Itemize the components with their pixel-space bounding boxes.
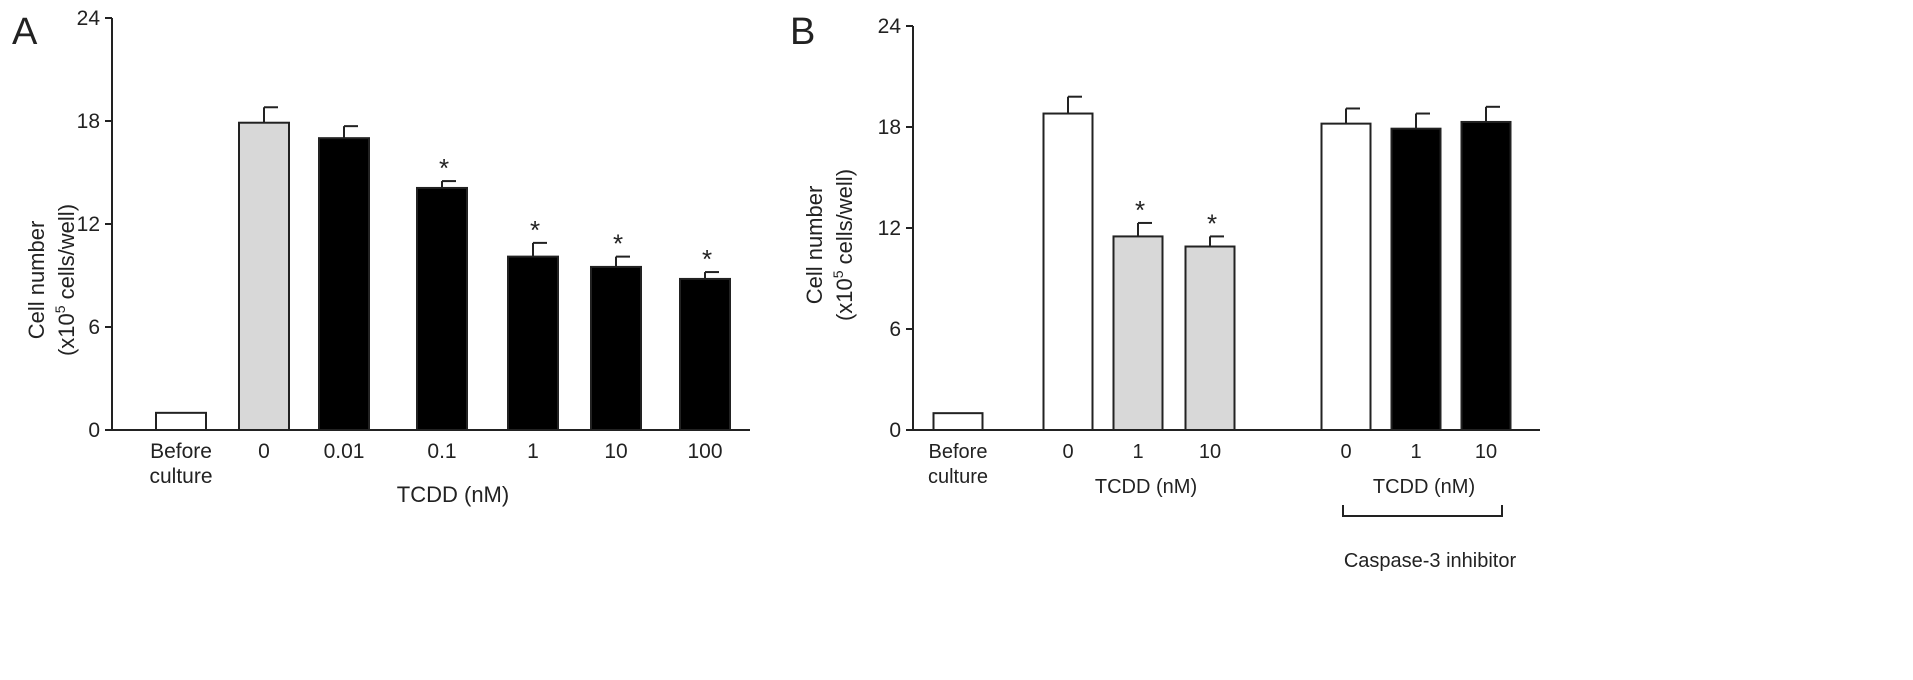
b-y-tick-label: 24 — [878, 15, 902, 38]
a-y-tick-label: 6 — [88, 316, 100, 339]
panel-a: A Cell number (x105 cells/well) 0 6 12 18 24… — [12, 7, 750, 507]
b-x-tick-label: 0 — [1062, 441, 1073, 463]
b-x-tick-label: 0 — [1340, 441, 1351, 463]
b-bar — [1184, 245, 1236, 431]
panel-b-y-title-line2: (x105 cells/well) — [830, 169, 857, 321]
panel-a-x-axis-title: TCDD (nM) — [397, 482, 509, 507]
a-y-tick-label: 24 — [77, 7, 101, 30]
a-x-tick-label: culture — [149, 465, 212, 488]
a-bar — [590, 265, 642, 431]
b-x-tick-label: culture — [928, 466, 988, 488]
a-x-tick-label: 0.01 — [324, 440, 365, 463]
panel-b-group-label-tcdd-inhibitor: TCDD (nM) — [1373, 476, 1475, 498]
b-bar — [1112, 235, 1164, 431]
b-y-tick-label: 18 — [878, 116, 901, 139]
a-x-tick-label: 0.1 — [427, 440, 456, 463]
panel-b-label: B — [790, 11, 815, 53]
b-bar — [1320, 122, 1372, 431]
panel-b-bars: * * — [932, 95, 1512, 432]
panel-b: B Cell number (x105 cells/well) 0 6 12 18 24… — [790, 11, 1540, 572]
panel-a-y-axis-title: Cell number (x105 cells/well) — [24, 204, 79, 356]
panel-b-y-ticks: 0 6 12 18 24 — [878, 15, 913, 442]
b-bar — [932, 412, 984, 431]
a-bar — [238, 121, 290, 431]
b-x-tick-label: 1 — [1132, 441, 1143, 463]
panel-b-y-title-prefix: (x10 — [832, 278, 857, 321]
b-x-tick-label: 10 — [1475, 441, 1497, 463]
a-significance-marker: * — [439, 153, 449, 183]
a-x-tick-label: 1 — [527, 440, 539, 463]
a-significance-marker: * — [613, 229, 623, 259]
a-bar — [318, 137, 370, 432]
panel-a-label: A — [12, 11, 38, 53]
a-bar — [679, 277, 731, 431]
a-y-tick-label: 12 — [77, 213, 100, 236]
b-bar — [1460, 120, 1512, 431]
a-x-tick-label: Before — [150, 440, 212, 463]
panel-a-y-ticks: 0 6 12 18 24 — [77, 7, 112, 442]
a-significance-marker: * — [530, 215, 540, 245]
panel-b-x-tick-labels: Before culture 0 1 10 0 1 10 — [928, 441, 1497, 488]
panel-b-inhibitor-bracket — [1342, 505, 1503, 517]
b-y-tick-label: 6 — [889, 318, 901, 341]
b-x-tick-label: 1 — [1410, 441, 1421, 463]
panel-a-bars: * * * * — [155, 106, 731, 432]
a-bar — [155, 411, 207, 432]
a-x-tick-label: 10 — [604, 440, 627, 463]
a-x-tick-label: 100 — [687, 440, 722, 463]
b-bar — [1390, 127, 1442, 432]
a-bar — [507, 255, 559, 431]
panel-b-y-title-line1: Cell number — [802, 186, 827, 305]
a-significance-marker: * — [702, 244, 712, 274]
panel-b-y-title-suffix: cells/well) — [832, 169, 857, 270]
panel-a-y-title-line2: (x105 cells/well) — [52, 204, 79, 356]
b-bar — [1042, 112, 1094, 432]
b-y-tick-label: 12 — [878, 217, 901, 240]
a-y-tick-label: 18 — [77, 110, 100, 133]
a-x-tick-label: 0 — [258, 440, 270, 463]
b-x-tick-label: Before — [929, 441, 988, 463]
panel-a-y-title-suffix: cells/well) — [54, 204, 79, 305]
b-y-tick-label: 0 — [889, 419, 901, 442]
panel-a-y-title-line1: Cell number — [24, 221, 49, 340]
panel-a-y-title-superscript: 5 — [52, 305, 68, 313]
a-y-tick-label: 0 — [88, 419, 100, 442]
panel-b-y-axis-title: Cell number (x105 cells/well) — [802, 169, 857, 321]
panel-b-y-title-superscript: 5 — [830, 270, 846, 278]
panel-b-inhibitor-label: Caspase-3 inhibitor — [1344, 550, 1517, 572]
b-x-tick-label: 10 — [1199, 441, 1221, 463]
panel-b-group-label-tcdd: TCDD (nM) — [1095, 476, 1197, 498]
b-significance-marker: * — [1135, 195, 1145, 225]
a-bar — [416, 186, 468, 431]
panel-a-y-title-prefix: (x10 — [54, 313, 79, 356]
b-significance-marker: * — [1207, 208, 1217, 238]
